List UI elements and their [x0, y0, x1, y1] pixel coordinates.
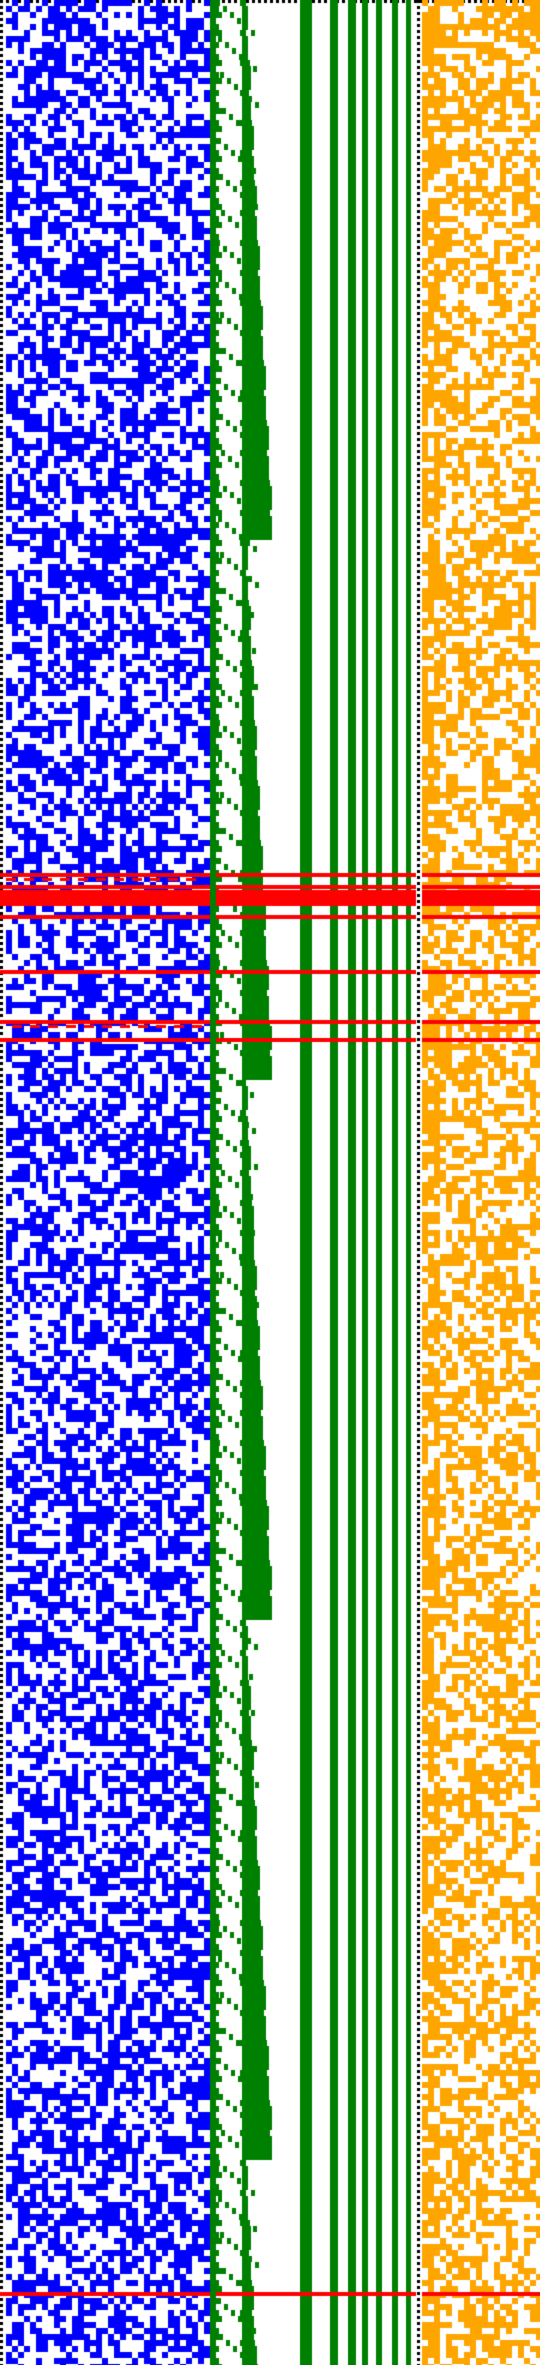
bit-visualization [0, 0, 540, 2365]
bit-matrix-canvas [0, 0, 540, 2365]
